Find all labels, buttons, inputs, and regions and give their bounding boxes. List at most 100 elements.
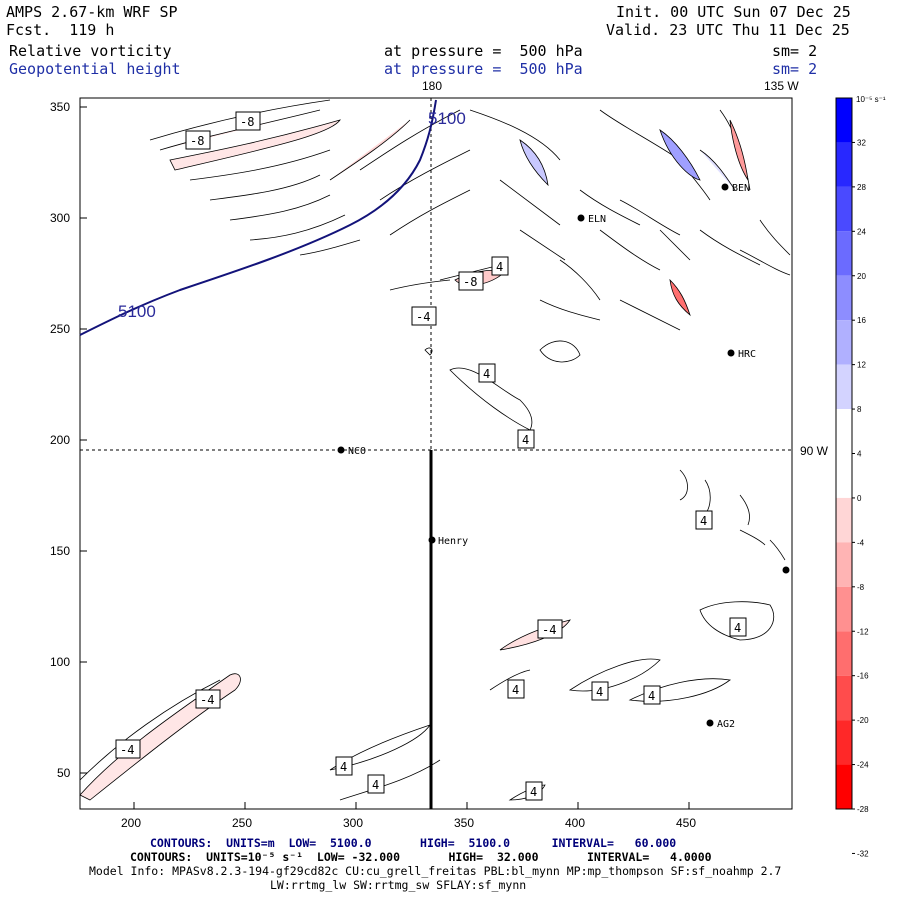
colorbar-swatch: [836, 497, 852, 543]
y-axis: 350 300 250 200 150 100 50: [50, 100, 87, 780]
colorbar-label: -16: [857, 672, 869, 681]
colorbar-label: -8: [857, 583, 865, 592]
field1-name: Relative vorticity: [9, 42, 172, 60]
vorticity-contours: [79, 99, 791, 801]
colorbar-label: 24: [857, 227, 866, 236]
y-tick: 100: [50, 655, 70, 669]
x-tick: 250: [232, 816, 252, 830]
height-contour-label: 5100: [118, 302, 156, 321]
vort-label: 4: [372, 778, 379, 792]
field1-smoothing: sm= 2: [772, 42, 818, 60]
station-label-henry: Henry: [438, 536, 468, 547]
station-label-hrc: HRC: [738, 349, 756, 360]
y-tick: 300: [50, 211, 70, 225]
station-marker: [721, 183, 729, 191]
colorbar-label: 8: [857, 405, 862, 414]
model-info-physics: LW:rrtmg_lw SW:rrtmg_sw SFLAY:sf_mynn: [270, 878, 527, 892]
colorbar-label: 12: [857, 361, 866, 370]
vort-label: 4: [596, 685, 603, 699]
station-label-eln: ELN: [588, 214, 606, 225]
colorbar-unit: 10⁻⁵ s⁻¹: [856, 95, 886, 104]
vort-label: 4: [734, 621, 741, 635]
vort-label: -4: [200, 693, 214, 707]
vort-label: -8: [190, 134, 204, 148]
colorbar-label: 20: [857, 272, 866, 281]
colorbar-swatch: [836, 409, 852, 454]
vort-label: 4: [648, 689, 655, 703]
x-tick: 350: [454, 816, 474, 830]
field1-level: at pressure = 500 hPa: [384, 42, 583, 60]
colorbar-swatch: [836, 675, 852, 721]
y-tick: 200: [50, 433, 70, 447]
station-label-nco: NCO: [348, 446, 366, 457]
colorbar-label: -12: [857, 627, 869, 636]
vort-label: 4: [340, 760, 347, 774]
colorbar-label: -24: [857, 761, 869, 770]
colorbar-swatch: [836, 631, 852, 676]
stations: NCO Henry HRC AG2 BEN ELN: [337, 183, 790, 730]
vort-label: 4: [700, 514, 707, 528]
colorbar-label: -4: [857, 538, 865, 547]
plot-frame: [79, 97, 793, 810]
station-marker: [337, 446, 345, 454]
colorbar: 10⁻⁵ s⁻¹ 32 28 24 20 16 12 8 4 0 -4 -8 -12 -16 -20 -24…: [835, 95, 886, 858]
vort-label: -8: [240, 115, 254, 129]
colorbar-swatch: [836, 186, 852, 232]
colorbar-label: -32: [857, 849, 869, 858]
colorbar-swatch: [836, 364, 852, 410]
station-marker: [727, 349, 735, 357]
parallel-label-90w: 90 W: [800, 444, 829, 458]
init-time: Init. 00 UTC Sun 07 Dec 25: [616, 3, 851, 21]
x-tick: 300: [343, 816, 363, 830]
y-tick: 50: [57, 766, 71, 780]
colorbar-label: 0: [857, 494, 862, 503]
x-tick: 450: [676, 816, 696, 830]
vort-label: -4: [120, 743, 134, 757]
station-marker: [782, 566, 790, 574]
field2-name: Geopotential height: [9, 60, 181, 78]
vort-label: 4: [483, 367, 490, 381]
meridian-label-135w: 135 W: [764, 79, 799, 93]
colorbar-swatch: [836, 764, 852, 809]
colorbar-label: 32: [857, 138, 866, 147]
model-title: AMPS 2.67-km WRF SP: [6, 3, 178, 21]
vorticity-labels: -8 -8 -8 -4 4 4 4 4 4 -4 4 4 4 -4 -4 4 4…: [115, 111, 747, 801]
model-info: Model Info: MPASv8.2.3-194-gf29cd82c CU:…: [89, 864, 782, 878]
vorticity-contour-info: CONTOURS: UNITS=10⁻⁵ s⁻¹ LOW= -32.000 HI…: [130, 850, 712, 864]
vort-label: -4: [416, 310, 430, 324]
colorbar-swatch: [836, 231, 852, 276]
station-marker: [706, 719, 714, 727]
colorbar-swatch: [836, 275, 852, 321]
vort-label: 4: [496, 260, 503, 274]
forecast-hour: Fcst. 119 h: [6, 21, 115, 39]
height-contour-label: 5100: [428, 109, 466, 128]
colorbar-swatch: [836, 720, 852, 765]
vort-label: -8: [463, 275, 477, 289]
station-marker: [577, 214, 585, 222]
colorbar-label: -28: [857, 805, 869, 814]
y-tick: 150: [50, 544, 70, 558]
height-contour-info: CONTOURS: UNITS=m LOW= 5100.0 HIGH= 5100…: [150, 836, 677, 850]
y-tick: 250: [50, 322, 70, 336]
vort-label: 4: [512, 683, 519, 697]
station-label-ag2: AG2: [717, 719, 735, 730]
field2-smoothing: sm= 2: [772, 60, 818, 78]
colorbar-swatch: [836, 453, 852, 498]
station-label-ben: BEN: [732, 183, 750, 194]
colorbar-swatch: [836, 586, 852, 632]
colorbar-label: 4: [857, 450, 862, 459]
colorbar-swatch: [836, 142, 852, 187]
colorbar-swatch: [836, 98, 852, 143]
height-contour-5100: [79, 99, 437, 336]
valid-time: Valid. 23 UTC Thu 11 Dec 25: [606, 21, 850, 39]
meridian-label-180: 180: [422, 79, 442, 93]
colorbar-label: -20: [857, 716, 869, 725]
x-axis: 200 250 300 350 400 450: [121, 802, 696, 830]
field2-level: at pressure = 500 hPa: [384, 60, 583, 78]
colorbar-label: 16: [857, 316, 866, 325]
vort-label: 4: [522, 433, 529, 447]
station-marker: [428, 536, 436, 544]
x-tick: 400: [565, 816, 585, 830]
